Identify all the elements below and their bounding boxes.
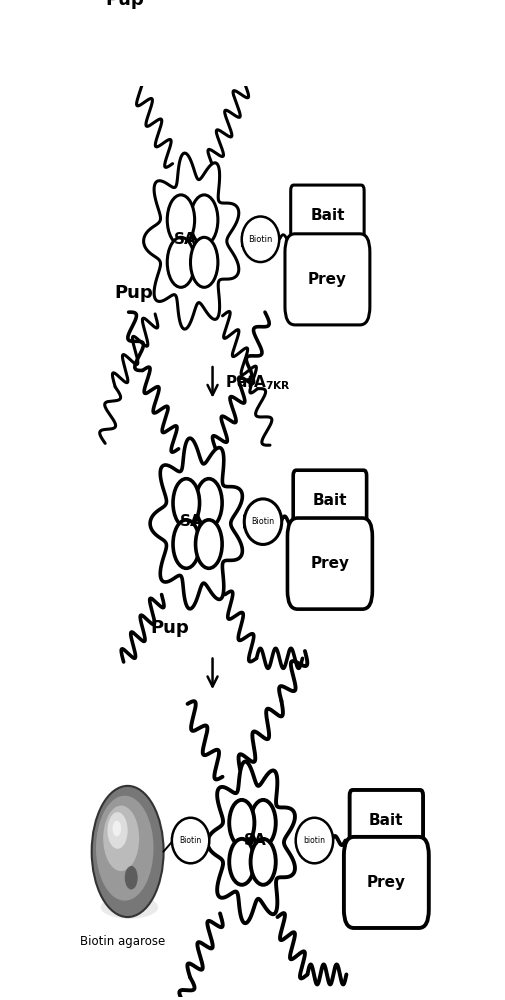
Circle shape bbox=[167, 237, 194, 287]
Text: Biotin: Biotin bbox=[248, 235, 273, 244]
Text: $\mathbf{PafA_{7KR}}$: $\mathbf{PafA_{7KR}}$ bbox=[225, 373, 291, 392]
Text: Pup: Pup bbox=[150, 619, 189, 637]
Circle shape bbox=[229, 800, 255, 846]
Circle shape bbox=[125, 866, 138, 890]
Circle shape bbox=[113, 821, 121, 836]
Ellipse shape bbox=[244, 499, 282, 544]
Text: Pup: Pup bbox=[106, 0, 144, 9]
FancyBboxPatch shape bbox=[293, 470, 367, 531]
Text: Pup: Pup bbox=[114, 284, 153, 302]
Circle shape bbox=[195, 520, 222, 568]
Circle shape bbox=[229, 839, 255, 885]
FancyBboxPatch shape bbox=[349, 790, 423, 851]
Circle shape bbox=[250, 839, 276, 885]
FancyBboxPatch shape bbox=[291, 185, 364, 246]
Circle shape bbox=[173, 520, 199, 568]
Circle shape bbox=[173, 479, 199, 527]
Circle shape bbox=[190, 237, 218, 287]
Text: Bait: Bait bbox=[369, 813, 403, 828]
Text: SA: SA bbox=[243, 833, 266, 848]
Text: SA: SA bbox=[174, 232, 196, 247]
Circle shape bbox=[108, 812, 128, 849]
Circle shape bbox=[92, 786, 164, 917]
FancyBboxPatch shape bbox=[344, 837, 429, 928]
Text: Prey: Prey bbox=[311, 556, 349, 571]
Text: Bait: Bait bbox=[313, 493, 347, 508]
Polygon shape bbox=[150, 438, 242, 609]
Text: SA: SA bbox=[180, 514, 203, 529]
Text: biotin: biotin bbox=[304, 836, 325, 845]
Text: Biotin agarose: Biotin agarose bbox=[80, 935, 165, 948]
Circle shape bbox=[195, 479, 222, 527]
FancyBboxPatch shape bbox=[285, 234, 370, 325]
Text: Prey: Prey bbox=[367, 875, 406, 890]
Polygon shape bbox=[143, 153, 239, 329]
Polygon shape bbox=[208, 762, 295, 923]
Circle shape bbox=[103, 806, 139, 871]
Ellipse shape bbox=[172, 818, 209, 863]
FancyBboxPatch shape bbox=[287, 518, 372, 609]
Ellipse shape bbox=[296, 818, 333, 863]
Text: Biotin: Biotin bbox=[179, 836, 201, 845]
Text: Bait: Bait bbox=[310, 208, 345, 223]
Circle shape bbox=[96, 796, 154, 901]
Circle shape bbox=[190, 195, 218, 245]
Circle shape bbox=[250, 800, 276, 846]
Text: Biotin: Biotin bbox=[251, 517, 275, 526]
Circle shape bbox=[167, 195, 194, 245]
Text: Prey: Prey bbox=[308, 272, 347, 287]
Ellipse shape bbox=[100, 896, 158, 919]
Ellipse shape bbox=[242, 216, 279, 262]
